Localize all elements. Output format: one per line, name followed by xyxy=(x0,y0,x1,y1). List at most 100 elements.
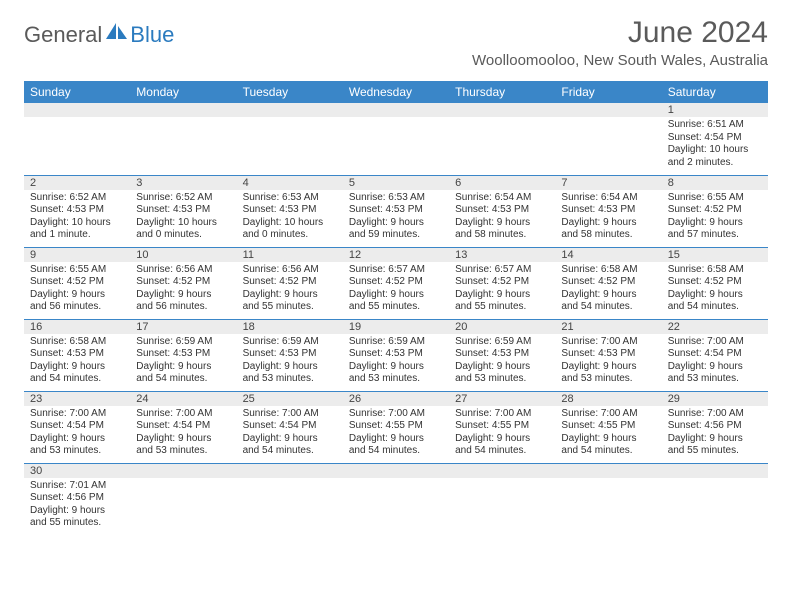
calendar-cell: 4Sunrise: 6:53 AMSunset: 4:53 PMDaylight… xyxy=(237,175,343,247)
calendar-cell: 11Sunrise: 6:56 AMSunset: 4:52 PMDayligh… xyxy=(237,247,343,319)
sunset-text: Sunset: 4:52 PM xyxy=(668,204,762,217)
day-number: 7 xyxy=(555,176,661,190)
calendar-cell: 3Sunrise: 6:52 AMSunset: 4:53 PMDaylight… xyxy=(130,175,236,247)
day-number: 13 xyxy=(449,248,555,262)
sunset-text: Sunset: 4:53 PM xyxy=(455,348,549,361)
day-details: Sunrise: 7:00 AMSunset: 4:54 PMDaylight:… xyxy=(24,406,130,462)
sunrise-text: Sunrise: 7:00 AM xyxy=(668,408,762,421)
calendar-cell: 19Sunrise: 6:59 AMSunset: 4:53 PMDayligh… xyxy=(343,319,449,391)
day-number-empty xyxy=(555,103,661,117)
daylight-text-2: and 57 minutes. xyxy=(668,229,762,242)
daylight-text-2: and 55 minutes. xyxy=(349,301,443,314)
sunset-text: Sunset: 4:53 PM xyxy=(243,348,337,361)
calendar-week: 23Sunrise: 7:00 AMSunset: 4:54 PMDayligh… xyxy=(24,391,768,463)
calendar-cell: 26Sunrise: 7:00 AMSunset: 4:55 PMDayligh… xyxy=(343,391,449,463)
daylight-text-2: and 54 minutes. xyxy=(243,445,337,458)
daylight-text-2: and 0 minutes. xyxy=(136,229,230,242)
daylight-text-2: and 59 minutes. xyxy=(349,229,443,242)
day-details: Sunrise: 6:59 AMSunset: 4:53 PMDaylight:… xyxy=(343,334,449,390)
sunset-text: Sunset: 4:53 PM xyxy=(30,204,124,217)
day-details: Sunrise: 6:59 AMSunset: 4:53 PMDaylight:… xyxy=(449,334,555,390)
daylight-text: Daylight: 9 hours xyxy=(243,289,337,302)
logo-text-general: General xyxy=(24,22,102,48)
daylight-text-2: and 53 minutes. xyxy=(30,445,124,458)
day-number-empty xyxy=(449,103,555,117)
sunrise-text: Sunrise: 6:57 AM xyxy=(349,264,443,277)
day-number: 18 xyxy=(237,320,343,334)
daylight-text: Daylight: 9 hours xyxy=(243,433,337,446)
sunrise-text: Sunrise: 6:57 AM xyxy=(455,264,549,277)
day-details: Sunrise: 6:55 AMSunset: 4:52 PMDaylight:… xyxy=(24,262,130,318)
day-details: Sunrise: 7:00 AMSunset: 4:54 PMDaylight:… xyxy=(130,406,236,462)
day-number: 29 xyxy=(662,392,768,406)
day-details: Sunrise: 7:00 AMSunset: 4:53 PMDaylight:… xyxy=(555,334,661,390)
day-number-empty xyxy=(662,464,768,478)
day-details: Sunrise: 6:56 AMSunset: 4:52 PMDaylight:… xyxy=(130,262,236,318)
sunset-text: Sunset: 4:52 PM xyxy=(455,276,549,289)
calendar-cell xyxy=(449,463,555,535)
sunrise-text: Sunrise: 7:00 AM xyxy=(455,408,549,421)
sunset-text: Sunset: 4:53 PM xyxy=(561,204,655,217)
day-details: Sunrise: 7:00 AMSunset: 4:54 PMDaylight:… xyxy=(237,406,343,462)
calendar-cell: 9Sunrise: 6:55 AMSunset: 4:52 PMDaylight… xyxy=(24,247,130,319)
daylight-text: Daylight: 9 hours xyxy=(561,433,655,446)
daylight-text: Daylight: 9 hours xyxy=(455,433,549,446)
sunset-text: Sunset: 4:54 PM xyxy=(136,420,230,433)
daylight-text: Daylight: 10 hours xyxy=(30,217,124,230)
daylight-text-2: and 53 minutes. xyxy=(668,373,762,386)
day-number: 6 xyxy=(449,176,555,190)
sunset-text: Sunset: 4:53 PM xyxy=(243,204,337,217)
daylight-text: Daylight: 9 hours xyxy=(136,289,230,302)
sunrise-text: Sunrise: 6:52 AM xyxy=(136,192,230,205)
sunrise-text: Sunrise: 7:01 AM xyxy=(30,480,124,493)
location-subtitle: Woolloomooloo, New South Wales, Australi… xyxy=(472,52,768,69)
daylight-text: Daylight: 9 hours xyxy=(455,217,549,230)
day-number: 12 xyxy=(343,248,449,262)
daylight-text: Daylight: 9 hours xyxy=(455,289,549,302)
daylight-text-2: and 56 minutes. xyxy=(30,301,124,314)
day-number: 11 xyxy=(237,248,343,262)
calendar-cell: 6Sunrise: 6:54 AMSunset: 4:53 PMDaylight… xyxy=(449,175,555,247)
day-number: 27 xyxy=(449,392,555,406)
sunset-text: Sunset: 4:53 PM xyxy=(349,204,443,217)
sunset-text: Sunset: 4:55 PM xyxy=(455,420,549,433)
day-number: 22 xyxy=(662,320,768,334)
day-details: Sunrise: 7:01 AMSunset: 4:56 PMDaylight:… xyxy=(24,478,130,534)
day-header: Saturday xyxy=(662,81,768,103)
daylight-text-2: and 55 minutes. xyxy=(30,517,124,530)
daylight-text: Daylight: 9 hours xyxy=(349,217,443,230)
sail-icon xyxy=(106,23,128,44)
day-header: Sunday xyxy=(24,81,130,103)
sunset-text: Sunset: 4:56 PM xyxy=(668,420,762,433)
calendar-week: 1Sunrise: 6:51 AMSunset: 4:54 PMDaylight… xyxy=(24,103,768,175)
day-number-empty xyxy=(130,464,236,478)
day-details: Sunrise: 6:59 AMSunset: 4:53 PMDaylight:… xyxy=(130,334,236,390)
day-details: Sunrise: 7:00 AMSunset: 4:55 PMDaylight:… xyxy=(343,406,449,462)
daylight-text-2: and 1 minute. xyxy=(30,229,124,242)
calendar-cell: 20Sunrise: 6:59 AMSunset: 4:53 PMDayligh… xyxy=(449,319,555,391)
day-number-empty xyxy=(449,464,555,478)
title-block: June 2024 Woolloomooloo, New South Wales… xyxy=(472,16,768,69)
day-details: Sunrise: 6:51 AMSunset: 4:54 PMDaylight:… xyxy=(662,117,768,173)
sunrise-text: Sunrise: 7:00 AM xyxy=(243,408,337,421)
daylight-text: Daylight: 9 hours xyxy=(136,361,230,374)
daylight-text-2: and 55 minutes. xyxy=(243,301,337,314)
sunrise-text: Sunrise: 6:59 AM xyxy=(243,336,337,349)
sunrise-text: Sunrise: 7:00 AM xyxy=(668,336,762,349)
day-number-empty xyxy=(343,464,449,478)
sunset-text: Sunset: 4:52 PM xyxy=(136,276,230,289)
day-details: Sunrise: 7:00 AMSunset: 4:55 PMDaylight:… xyxy=(555,406,661,462)
sunrise-text: Sunrise: 6:53 AM xyxy=(349,192,443,205)
daylight-text-2: and 54 minutes. xyxy=(455,445,549,458)
sunrise-text: Sunrise: 6:56 AM xyxy=(136,264,230,277)
calendar-cell xyxy=(449,103,555,175)
day-number-empty xyxy=(237,464,343,478)
daylight-text: Daylight: 9 hours xyxy=(349,433,443,446)
day-number: 23 xyxy=(24,392,130,406)
daylight-text-2: and 54 minutes. xyxy=(349,445,443,458)
daylight-text: Daylight: 10 hours xyxy=(243,217,337,230)
daylight-text: Daylight: 9 hours xyxy=(30,505,124,518)
sunset-text: Sunset: 4:52 PM xyxy=(668,276,762,289)
day-header: Monday xyxy=(130,81,236,103)
calendar-body: 1Sunrise: 6:51 AMSunset: 4:54 PMDaylight… xyxy=(24,103,768,535)
